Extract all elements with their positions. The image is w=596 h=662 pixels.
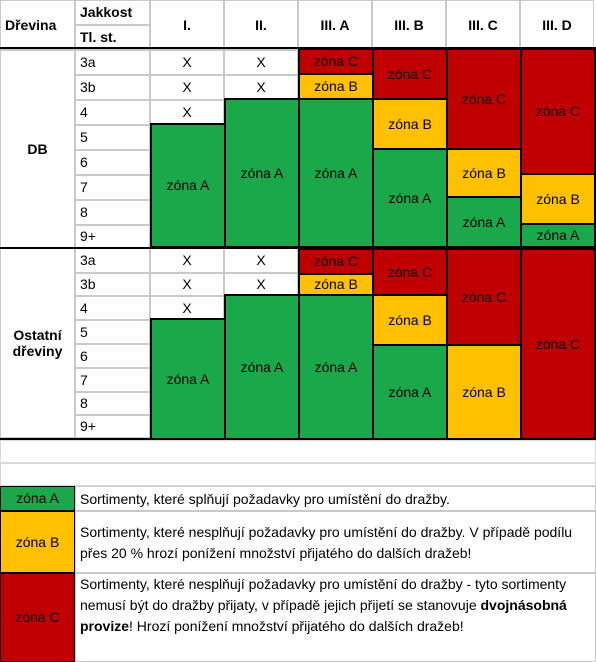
excluded-mark: X — [150, 75, 224, 100]
legend-zone-c-text-part: Sortimenty, které nesplňují požadavky pr… — [80, 576, 567, 613]
excluded-mark: X — [150, 50, 224, 75]
header-class-ii: II. — [224, 0, 298, 50]
grade-label: 3b — [75, 273, 150, 296]
zone-c-cell: zóna C — [372, 248, 448, 296]
zone-c-cell: zóna C — [520, 248, 596, 440]
zone-a-cell: zóna A — [372, 148, 448, 248]
empty-row — [0, 440, 596, 463]
grade-label: 8 — [75, 392, 150, 415]
grade-label: 5 — [75, 320, 150, 344]
grade-label: 8 — [75, 200, 150, 225]
legend-zone-c-text-part: ! Hrozí ponížení množství přijatého do d… — [129, 618, 464, 634]
excluded-mark: X — [224, 248, 298, 273]
divider — [0, 438, 596, 440]
zone-b-cell: zóna B — [520, 173, 596, 225]
grade-label: 9+ — [75, 225, 150, 248]
grade-label: 7 — [75, 368, 150, 392]
zone-b-cell: zóna B — [298, 73, 374, 100]
header-class-i: I. — [150, 0, 224, 50]
zone-b-cell: zóna B — [446, 344, 522, 440]
group-ostatni-dreviny: Ostatní dřeviny — [0, 248, 75, 438]
zone-b-cell: zóna B — [298, 273, 374, 296]
zone-b-cell: zóna B — [372, 98, 448, 150]
grade-label: 3a — [75, 248, 150, 273]
zone-a-cell: zóna A — [150, 318, 226, 440]
legend-zone-c-swatch: zóna C — [0, 573, 75, 662]
excluded-mark: X — [224, 75, 298, 100]
empty-row — [0, 463, 596, 486]
zone-c-cell: zóna C — [298, 248, 374, 275]
header-jakkost: Jakkost — [75, 0, 150, 25]
zone-b-cell: zóna B — [372, 294, 448, 346]
zone-a-cell: zóna A — [446, 196, 522, 248]
header-drevina: Dřevina — [0, 0, 75, 50]
legend-zone-a-text: Sortimenty, které splňují požadavky pro … — [75, 486, 596, 511]
zone-a-cell: zóna A — [298, 98, 374, 248]
zone-a-cell: zóna A — [224, 98, 300, 248]
grade-label: 7 — [75, 175, 150, 200]
zone-a-cell: zóna A — [372, 344, 448, 440]
grade-label: 5 — [75, 125, 150, 150]
excluded-mark: X — [224, 273, 298, 296]
zone-b-cell: zóna B — [446, 148, 522, 198]
header-tl-st: Tl. st. — [75, 25, 150, 50]
grade-label: 4 — [75, 296, 150, 320]
excluded-mark: X — [224, 50, 298, 75]
grade-label: 3a — [75, 50, 150, 75]
legend-zone-b-swatch: zóna B — [0, 511, 75, 573]
zone-a-cell: zóna A — [298, 294, 374, 440]
excluded-mark: X — [150, 248, 224, 273]
zone-c-cell: zóna C — [520, 48, 596, 175]
zone-a-cell: zóna A — [520, 223, 596, 248]
grade-label: 4 — [75, 100, 150, 125]
zone-c-cell: zóna C — [298, 48, 374, 75]
divider — [0, 247, 596, 249]
header-class-iii-d: III. D — [520, 0, 594, 50]
grade-label: 6 — [75, 150, 150, 175]
header-class-iii-b: III. B — [372, 0, 446, 50]
grade-label: 3b — [75, 75, 150, 100]
excluded-mark: X — [150, 296, 224, 320]
legend-zone-a-swatch: zóna A — [0, 486, 75, 511]
zone-c-cell: zóna C — [446, 48, 522, 150]
excluded-mark: X — [150, 100, 224, 125]
divider — [0, 47, 596, 49]
group-name-line: dřeviny — [12, 343, 63, 359]
legend-zone-b-text: Sortimenty, které nesplňují požadavky pr… — [75, 511, 596, 573]
excluded-mark: X — [150, 273, 224, 296]
legend-zone-c-text: Sortimenty, které nesplňují požadavky pr… — [75, 573, 596, 662]
group-name-line: Ostatní — [13, 326, 62, 343]
grade-label: 6 — [75, 344, 150, 368]
grade-label: 9+ — [75, 415, 150, 438]
zone-c-cell: zóna C — [446, 248, 522, 346]
header-class-iii-c: III. C — [446, 0, 520, 50]
group-db: DB — [0, 50, 75, 248]
legend-zone-c-bold: dvojnásobná provize — [80, 597, 567, 634]
zone-a-cell: zóna A — [150, 123, 226, 248]
zone-c-cell: zóna C — [372, 48, 448, 100]
header-class-iii-a: III. A — [298, 0, 372, 50]
zone-a-cell: zóna A — [224, 294, 300, 440]
